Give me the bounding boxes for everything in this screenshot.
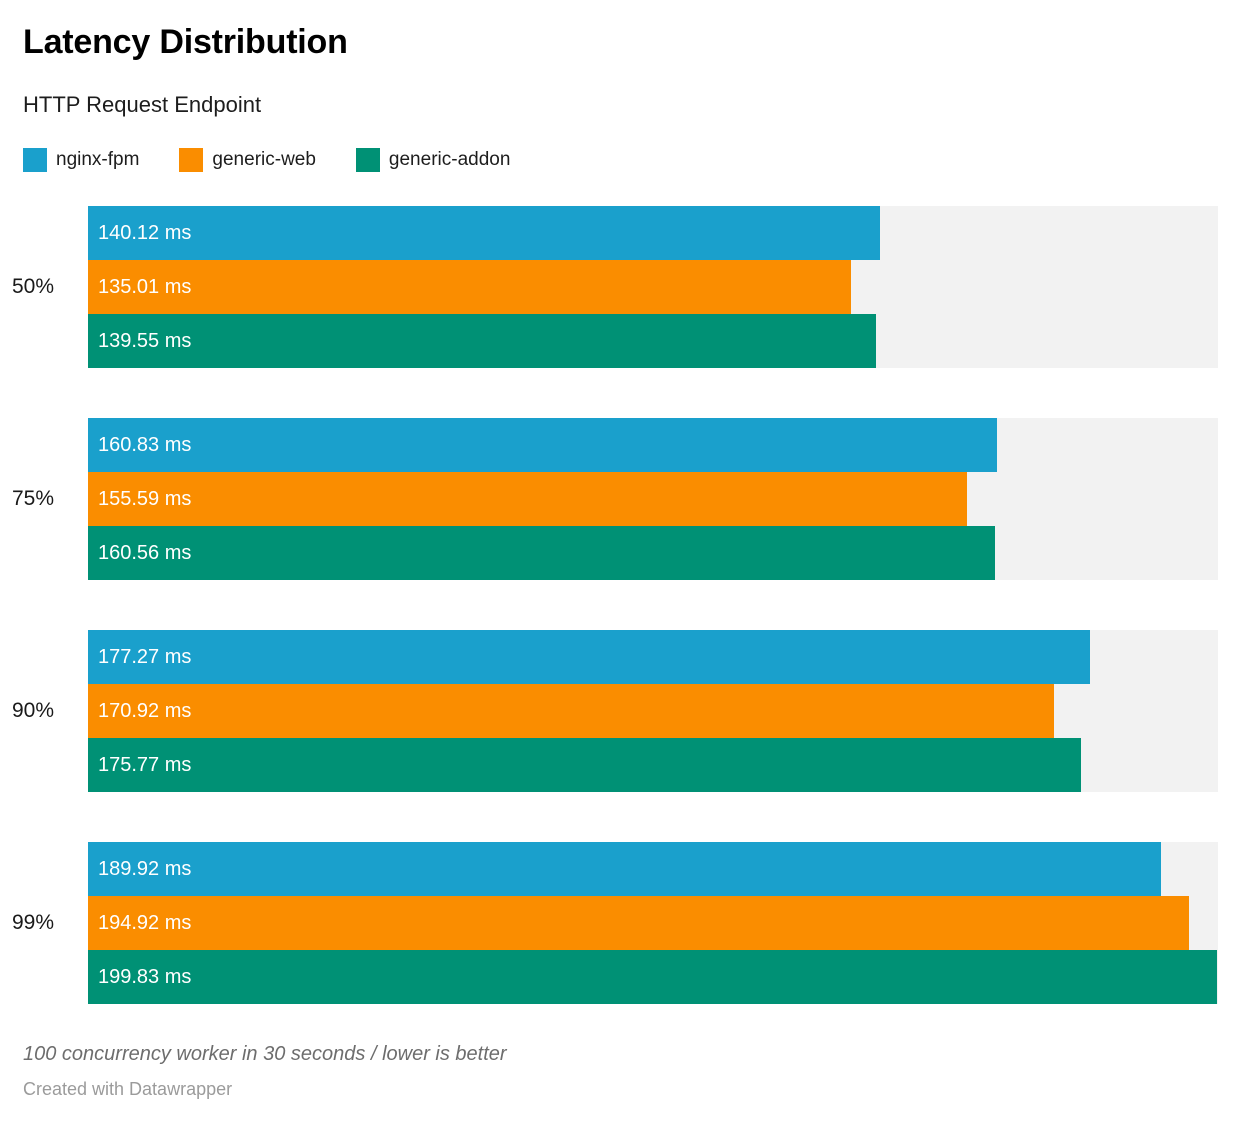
bar-generic-addon: 139.55 ms	[88, 314, 877, 368]
legend-item-generic-addon: generic-addon	[355, 148, 511, 172]
bar-generic-web: 155.59 ms	[88, 472, 968, 526]
legend-label: generic-web	[212, 149, 316, 170]
bar-value-label: 170.92 ms	[98, 699, 192, 722]
page-title: Latency Distribution	[23, 23, 348, 61]
bar-track: 160.83 ms	[88, 418, 1218, 472]
bar-rows: 177.27 ms 170.92 ms 175.77 ms	[88, 630, 1218, 792]
bar-generic-web: 135.01 ms	[88, 260, 851, 314]
category-label: 90%	[11, 699, 54, 722]
bar-generic-addon: 199.83 ms	[88, 950, 1218, 1004]
bar-value-label: 140.12 ms	[98, 221, 192, 244]
legend-swatch	[179, 148, 204, 172]
page-subtitle: HTTP Request Endpoint	[23, 92, 262, 117]
bar-value-label: 194.92 ms	[98, 911, 192, 934]
footer-credit: Created with Datawrapper	[23, 1079, 233, 1099]
bar-track: 160.56 ms	[88, 526, 1218, 580]
bar-track: 189.92 ms	[88, 842, 1218, 896]
bar-track: 155.59 ms	[88, 472, 1218, 526]
category-label: 75%	[11, 487, 54, 510]
bar-track: 199.83 ms	[88, 950, 1218, 1004]
legend: nginx-fpm generic-web generic-addon	[23, 148, 1240, 172]
percentile-group: 50% 140.12 ms 135.01 ms 139.55 ms	[0, 206, 1218, 368]
bar-track: 175.77 ms	[88, 738, 1218, 792]
bar-value-label: 199.83 ms	[98, 965, 192, 988]
bar-generic-addon: 160.56 ms	[88, 526, 996, 580]
bar-nginx-fpm: 160.83 ms	[88, 418, 997, 472]
percentile-group: 99% 189.92 ms 194.92 ms 199.83 ms	[0, 842, 1218, 1004]
chart-groups: 50% 140.12 ms 135.01 ms 139.55 ms 75% 160.…	[0, 206, 1218, 1004]
bar-track: 194.92 ms	[88, 896, 1218, 950]
bar-value-label: 189.92 ms	[98, 857, 192, 880]
bar-track: 170.92 ms	[88, 684, 1218, 738]
bar-value-label: 160.56 ms	[98, 541, 192, 564]
bar-rows: 189.92 ms 194.92 ms 199.83 ms	[88, 842, 1218, 1004]
legend-label: generic-addon	[388, 149, 511, 170]
category-label: 99%	[11, 911, 54, 934]
bar-nginx-fpm: 177.27 ms	[88, 630, 1090, 684]
bar-nginx-fpm: 140.12 ms	[88, 206, 880, 260]
bar-generic-web: 170.92 ms	[88, 684, 1054, 738]
legend-item-nginx-fpm: nginx-fpm	[23, 148, 139, 172]
bar-track: 140.12 ms	[88, 206, 1218, 260]
bar-track: 135.01 ms	[88, 260, 1218, 314]
percentile-group: 75% 160.83 ms 155.59 ms 160.56 ms	[0, 418, 1218, 580]
bar-chart: 50% 140.12 ms 135.01 ms 139.55 ms 75% 160.…	[0, 206, 1240, 1004]
footer: 100 concurrency worker in 30 seconds / l…	[23, 1042, 1240, 1100]
bar-track: 139.55 ms	[88, 314, 1218, 368]
legend-item-generic-web: generic-web	[179, 148, 316, 172]
bar-track: 177.27 ms	[88, 630, 1218, 684]
bar-nginx-fpm: 189.92 ms	[88, 842, 1162, 896]
category-label: 50%	[11, 275, 54, 298]
bar-rows: 160.83 ms 155.59 ms 160.56 ms	[88, 418, 1218, 580]
legend-label: nginx-fpm	[56, 149, 140, 170]
footer-note: 100 concurrency worker in 30 seconds / l…	[23, 1043, 507, 1065]
bar-value-label: 177.27 ms	[98, 645, 192, 668]
percentile-group: 90% 177.27 ms 170.92 ms 175.77 ms	[0, 630, 1218, 792]
bar-value-label: 175.77 ms	[98, 753, 192, 776]
bar-value-label: 160.83 ms	[98, 433, 192, 456]
bar-rows: 140.12 ms 135.01 ms 139.55 ms	[88, 206, 1218, 368]
bar-value-label: 139.55 ms	[98, 329, 192, 352]
bar-value-label: 135.01 ms	[98, 275, 192, 298]
legend-swatch	[355, 148, 380, 172]
legend-swatch	[23, 148, 47, 172]
bar-value-label: 155.59 ms	[98, 487, 192, 510]
bar-generic-addon: 175.77 ms	[88, 738, 1082, 792]
bar-generic-web: 194.92 ms	[88, 896, 1190, 950]
